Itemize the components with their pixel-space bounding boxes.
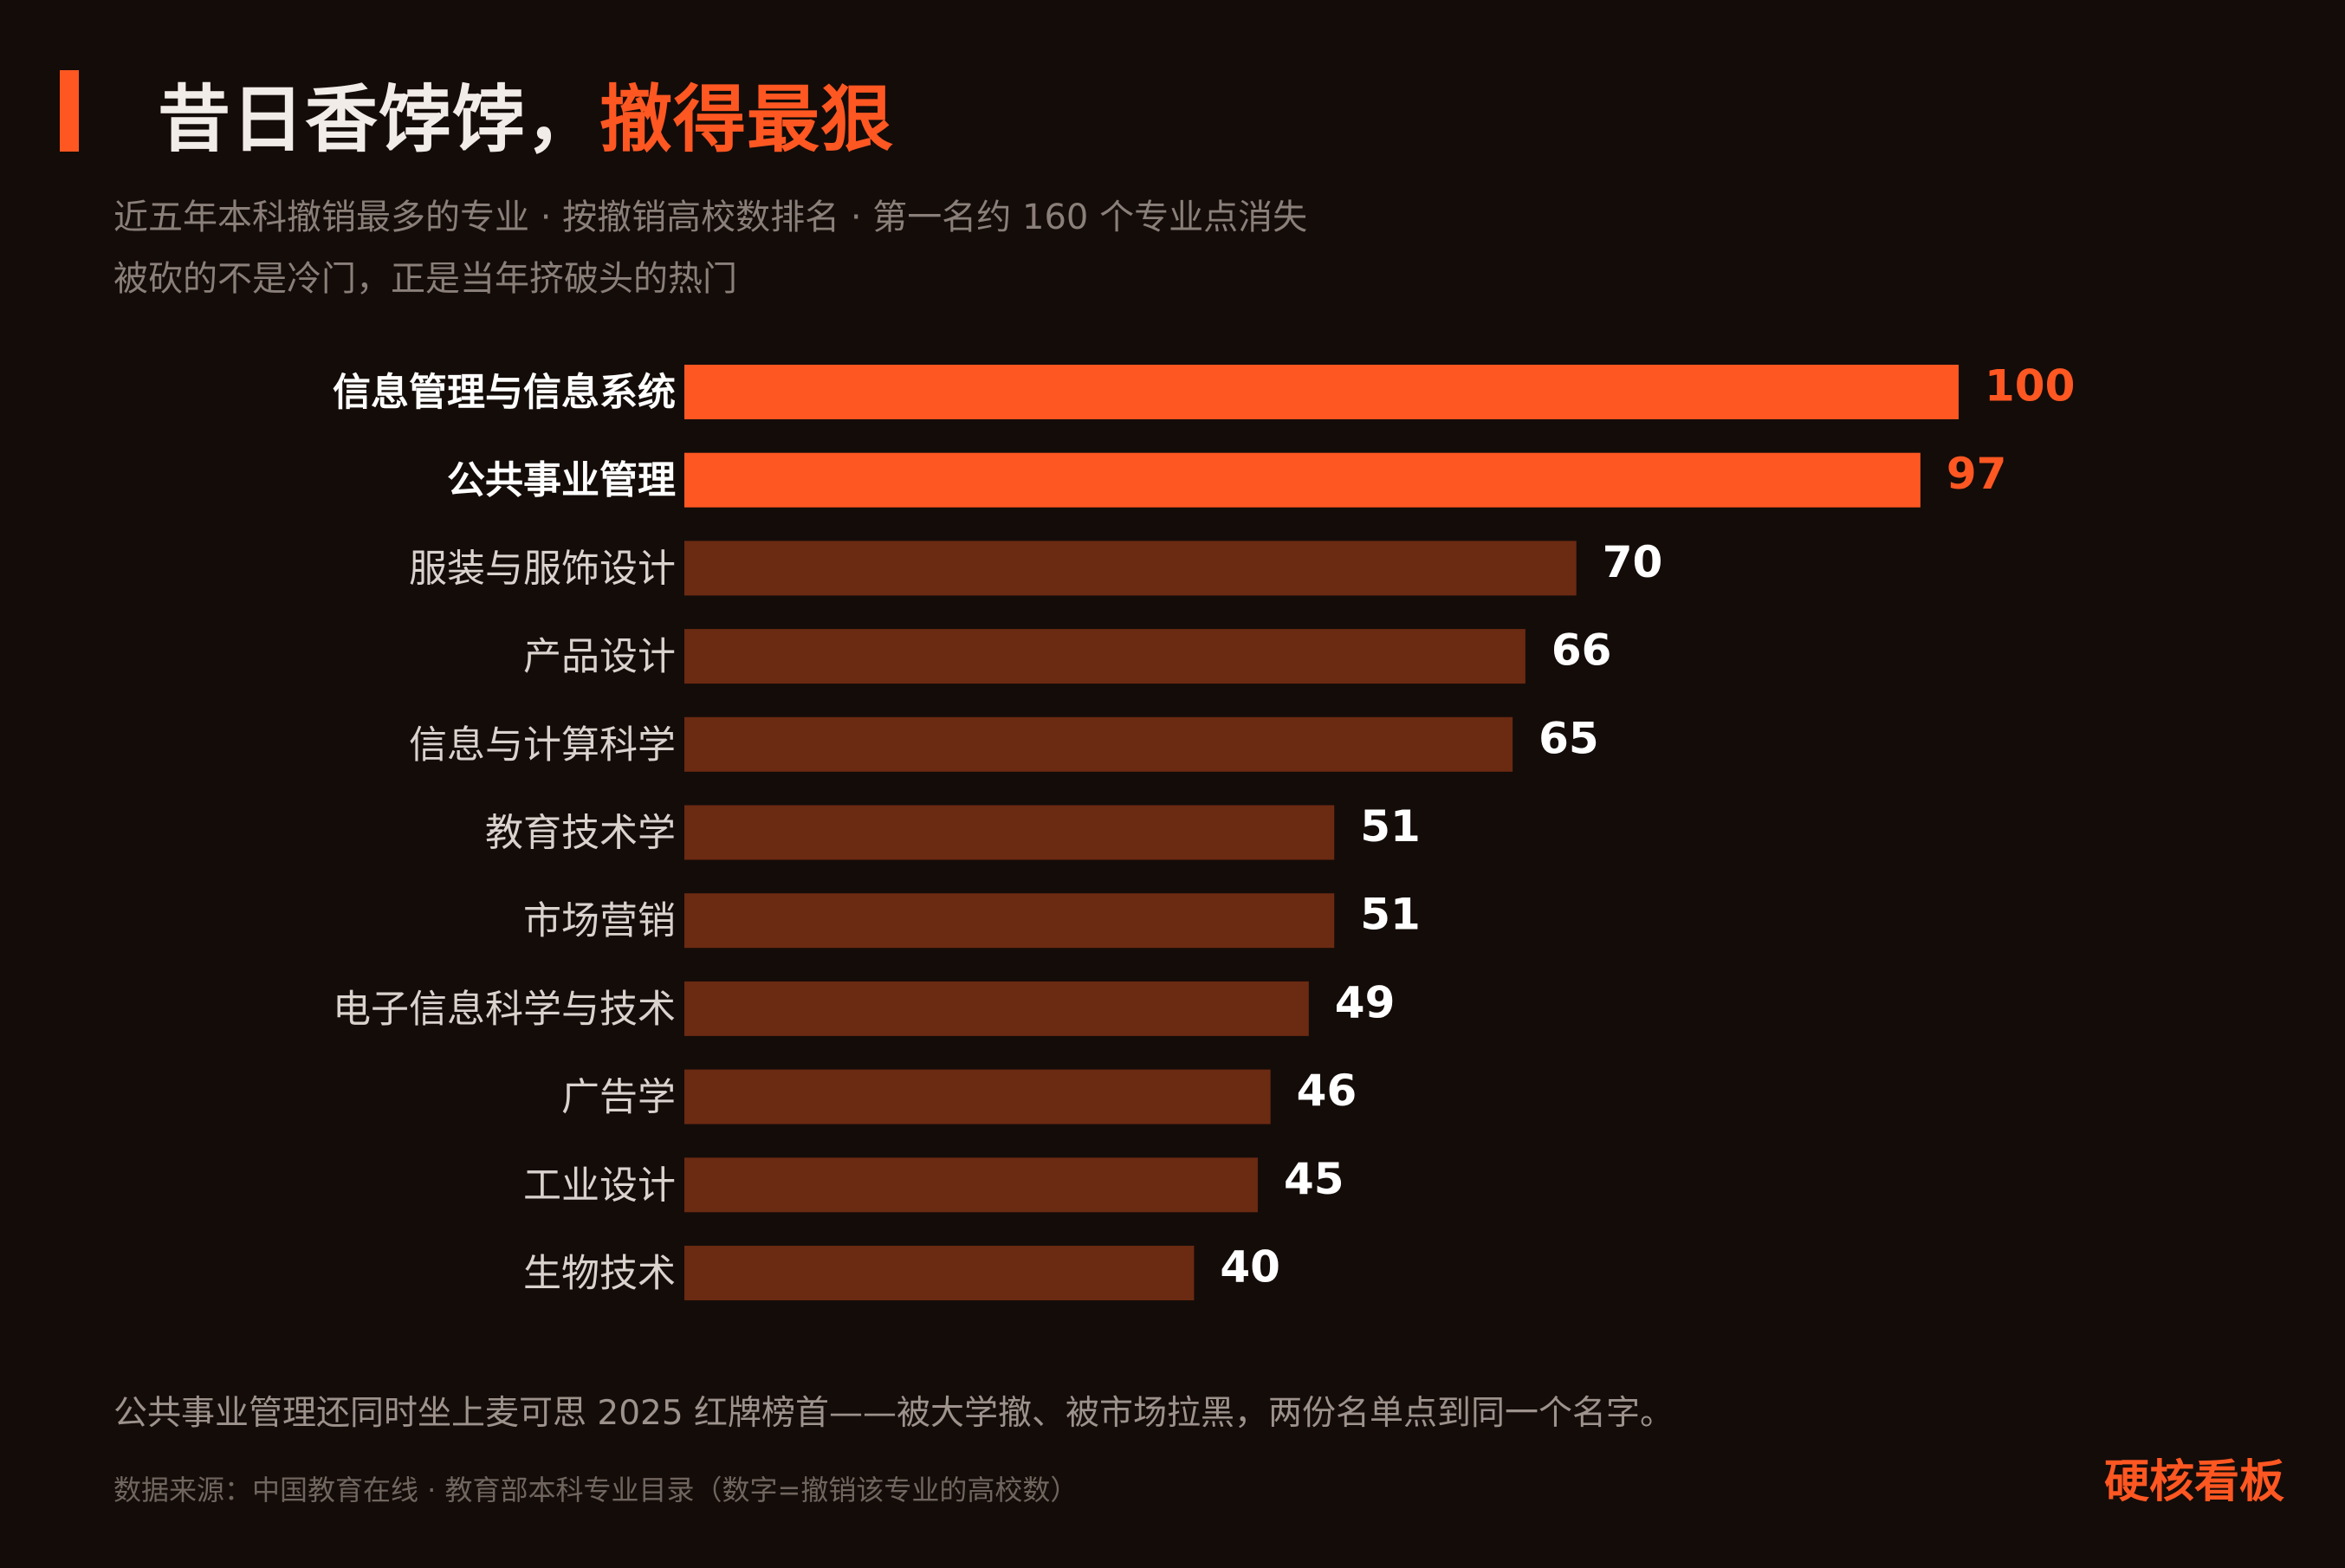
category-label-7: 市场营销 [523, 899, 676, 943]
value-label-6: 51 [1360, 801, 1421, 852]
category-label-4: 产品设计 [523, 635, 676, 679]
footnote: 公共事业管理还同时坐上麦可思 2025 红牌榜首——被大学撤、被市场拉黑，两份名… [113, 1394, 1675, 1433]
value-label-10: 45 [1284, 1154, 1344, 1204]
bar-7 [684, 893, 1335, 949]
category-label-6: 教育技术学 [485, 811, 676, 855]
bar-4 [684, 629, 1526, 684]
page-title: 昔日香饽饽，撤得最狠 [158, 76, 894, 163]
value-label-1: 100 [1985, 361, 2075, 411]
category-label-9: 广告学 [561, 1075, 676, 1119]
category-label-11: 生物技术 [523, 1252, 676, 1296]
bar-chart: 信息管理与信息系统 100 公共事业管理 97 服装与服饰设计 70 产品设计 66 信息与计算… [333, 361, 2075, 1300]
category-label-8: 电子信息科学与技术 [333, 987, 676, 1031]
bar-5 [684, 716, 1513, 772]
value-label-11: 40 [1220, 1242, 1280, 1293]
category-label-10: 工业设计 [523, 1163, 676, 1208]
value-label-3: 70 [1603, 537, 1663, 587]
category-label-1: 信息管理与信息系统 [333, 371, 676, 415]
subtitle-line-2: 被砍的不是冷门，正是当年挤破头的热门 [113, 259, 737, 299]
subtitle-line-1: 近五年本科撤销最多的专业 · 按撤销高校数排名 · 第一名约 160 个专业点消… [113, 198, 1308, 237]
bar-2 [684, 452, 1921, 508]
value-label-4: 66 [1551, 625, 1612, 676]
category-label-2: 公共事业管理 [447, 458, 676, 502]
bar-11 [684, 1246, 1195, 1300]
value-label-8: 49 [1335, 977, 1396, 1027]
category-label-3: 服装与服饰设计 [409, 547, 676, 591]
title-accent-bar [60, 70, 79, 152]
value-label-9: 46 [1297, 1066, 1357, 1116]
title-highlight: 撤得最狠 [599, 77, 895, 162]
data-source: 数据来源：中国教育在线 · 教育部本科专业目录（数字=撤销该专业的高校数） [113, 1474, 1079, 1506]
bar-3 [684, 541, 1577, 596]
bar-10 [684, 1157, 1258, 1213]
bar-8 [684, 981, 1309, 1036]
bar-1 [684, 365, 1959, 419]
value-label-7: 51 [1360, 890, 1421, 940]
value-label-2: 97 [1947, 449, 2007, 499]
bar-6 [684, 805, 1335, 860]
brand-logo: 硬核看板 [2103, 1456, 2284, 1508]
bar-9 [684, 1069, 1271, 1124]
title-plain: 昔日香饽饽， [158, 77, 600, 162]
value-label-5: 65 [1539, 713, 1599, 763]
category-label-5: 信息与计算科学 [409, 722, 676, 767]
